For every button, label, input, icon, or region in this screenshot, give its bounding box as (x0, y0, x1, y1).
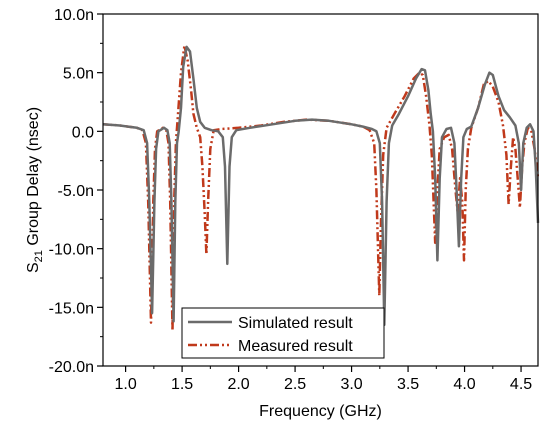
x-axis-label: Frequency (GHz) (259, 403, 382, 420)
y-tick-label: -10.0n (49, 242, 94, 259)
series-line-measured (102, 44, 540, 333)
x-tick-label: 2.0 (227, 376, 249, 393)
y-tick-label: -15.0n (49, 300, 94, 317)
series-line-simulated (102, 45, 540, 327)
x-tick-label: 1.5 (171, 376, 193, 393)
y-tick-label: 0.0 (72, 124, 94, 141)
y-axis-label-rest: Group Delay (nsec) (25, 107, 42, 250)
x-tick-label: 3.0 (340, 376, 362, 393)
x-tick-label: 2.5 (284, 376, 306, 393)
y-axis-label-subscript: 21 (33, 250, 45, 262)
legend-label-simulated: Simulated result (238, 315, 353, 332)
y-axis-label: S21 Group Delay (nsec) (25, 107, 45, 273)
y-tick-label: 10.0n (54, 7, 94, 24)
series-layer (102, 44, 540, 333)
x-tick-label: 4.0 (453, 376, 475, 393)
legend-label-measured: Measured result (238, 338, 353, 355)
y-axis-label-main: S (25, 262, 42, 273)
y-axis: 10.0n 5.0n 0.0 -5.0n -10.0n -15.0n -20.0n (49, 7, 103, 376)
legend-box (181, 307, 385, 359)
x-tick-label: 4.5 (510, 376, 532, 393)
x-tick-label: 3.5 (397, 376, 419, 393)
y-tick-label: -20.0n (49, 359, 94, 376)
x-tick-label: 1.0 (114, 376, 136, 393)
y-tick-label: 5.0n (63, 66, 94, 83)
y-tick-label: -5.0n (58, 183, 94, 200)
legend: Simulated result Measured result (181, 307, 385, 359)
x-axis: 1.0 1.5 2.0 2.5 3.0 3.5 4.0 4.5 (114, 366, 532, 393)
